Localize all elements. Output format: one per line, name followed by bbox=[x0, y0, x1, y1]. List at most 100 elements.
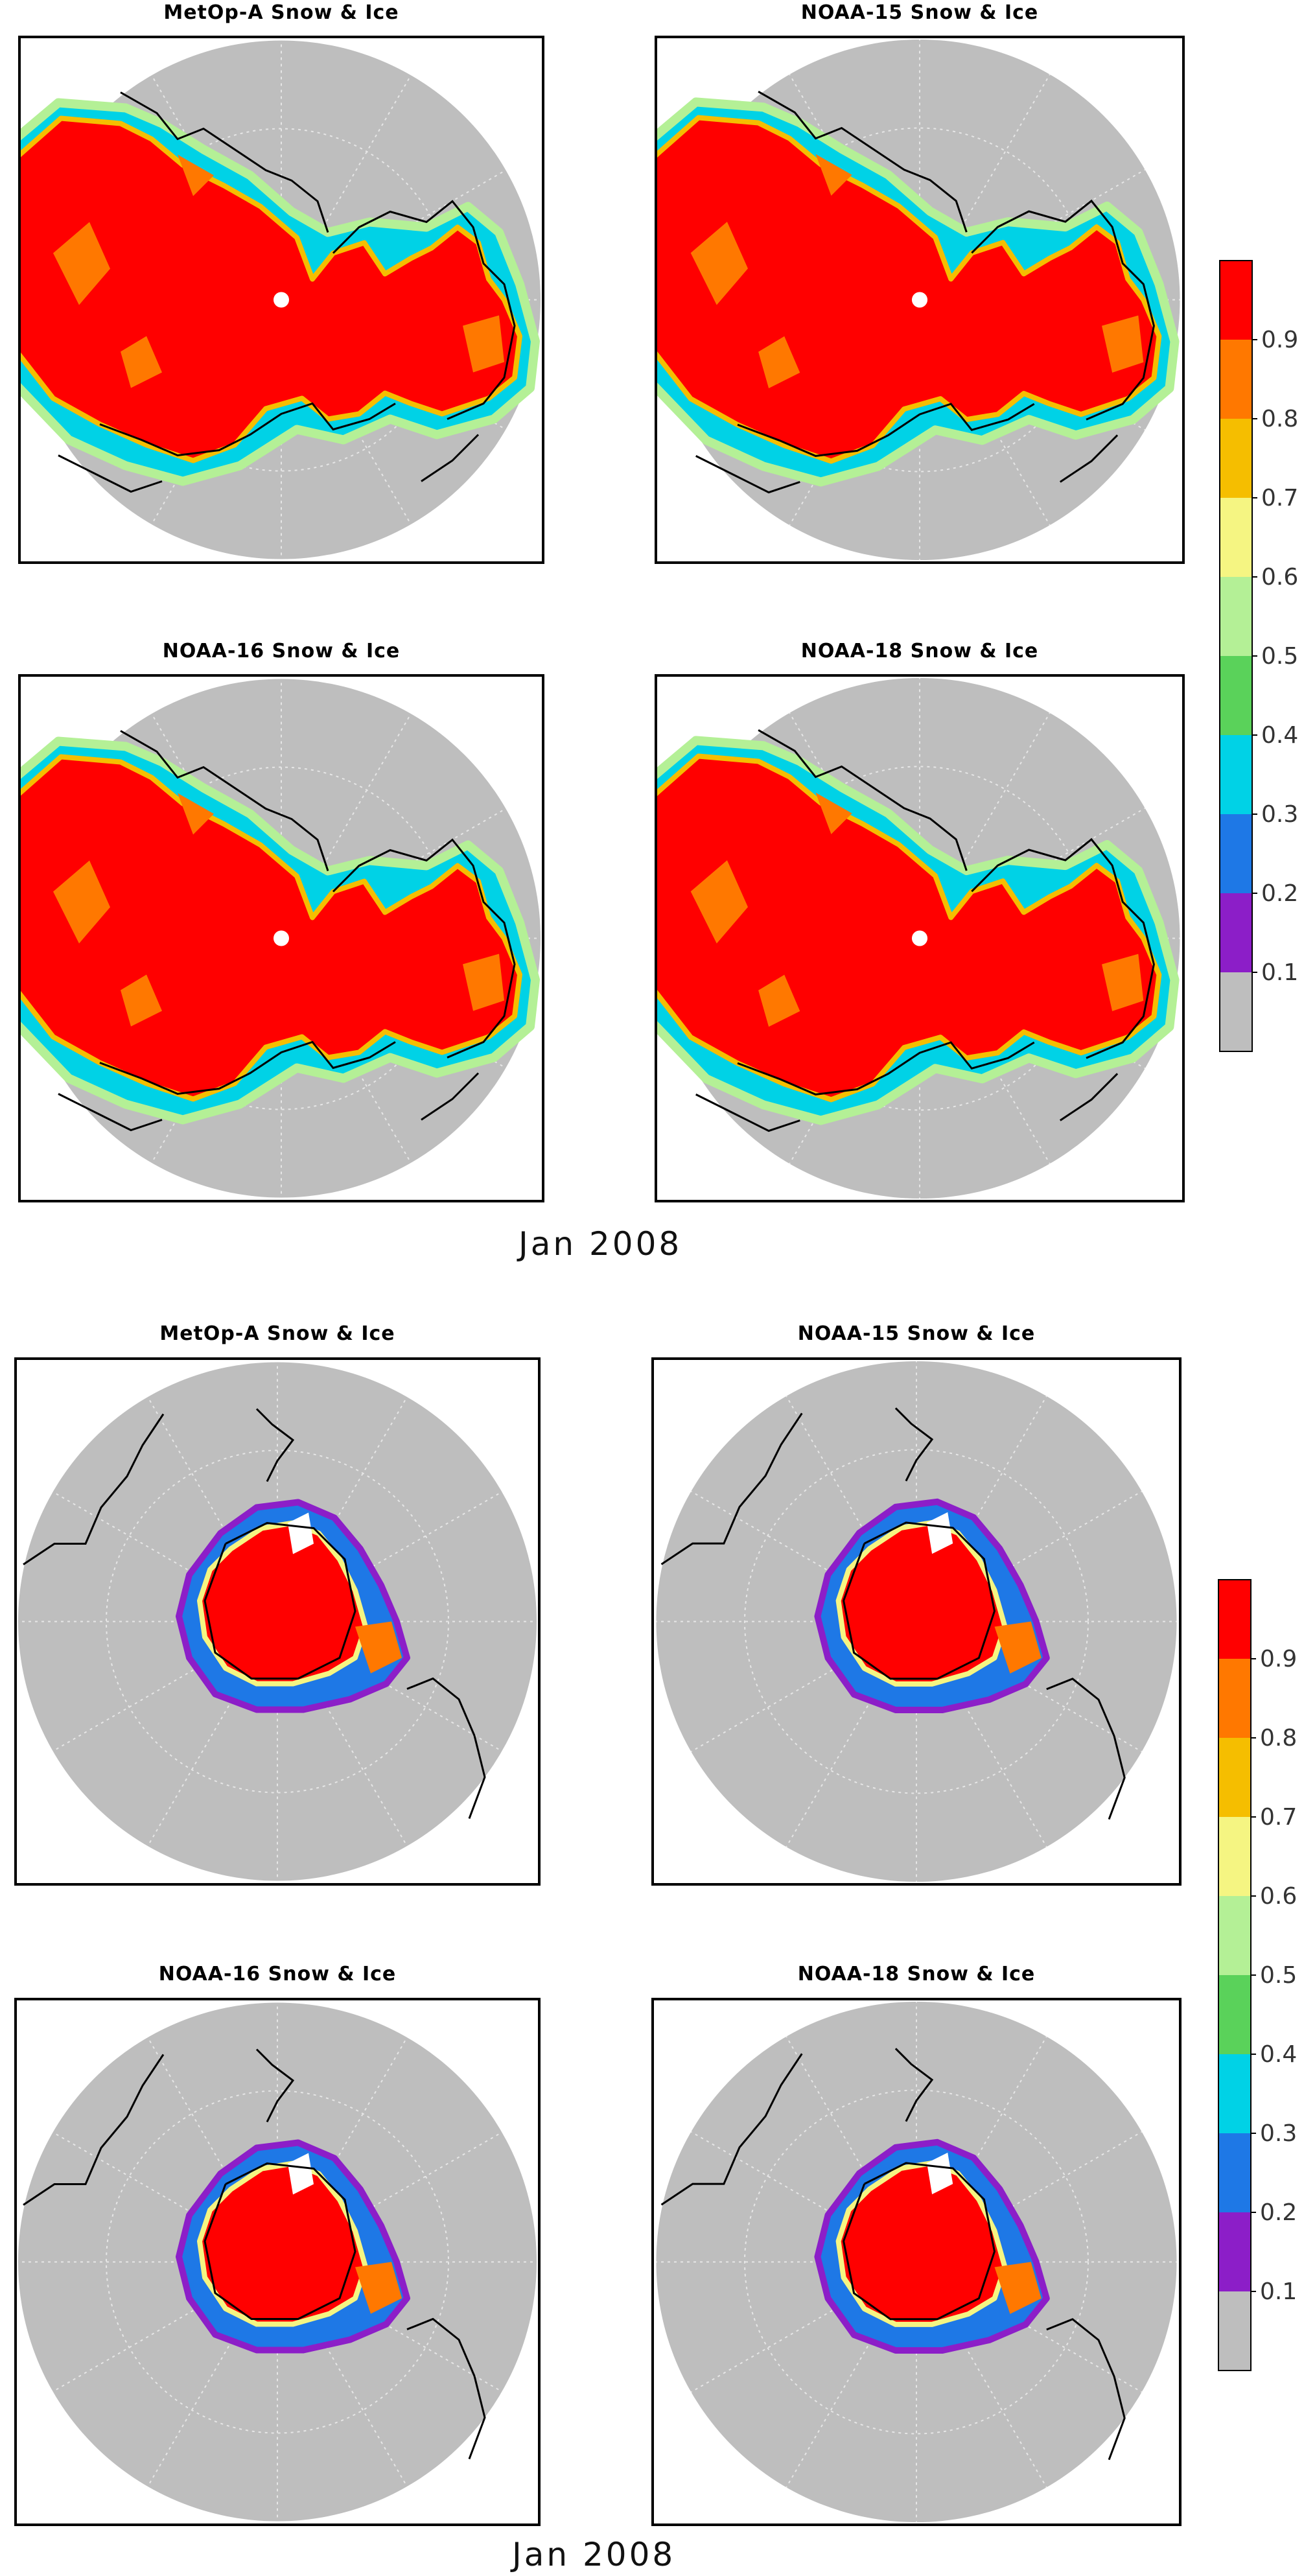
coastline bbox=[421, 434, 480, 482]
white-patch bbox=[927, 1512, 953, 1554]
coastline bbox=[204, 2162, 356, 2320]
snow-ice-patch bbox=[178, 793, 214, 835]
north-polar-map bbox=[657, 40, 1180, 560]
colorbar-segment bbox=[1218, 1580, 1251, 1659]
snow-ice-patch bbox=[1102, 954, 1144, 1011]
colorbar-tick-label: 0.3 bbox=[1261, 801, 1298, 828]
date-label: Jan 2008 bbox=[518, 1225, 682, 1263]
panel-title: NOAA-16 Snow & Ice bbox=[158, 1963, 397, 1985]
coastline bbox=[23, 1413, 165, 1565]
coastline bbox=[99, 402, 396, 457]
colorbar-segment bbox=[1220, 893, 1252, 972]
panel-title: NOAA-15 Snow & Ice bbox=[800, 1, 1039, 24]
coastline bbox=[660, 2053, 803, 2206]
map-panel-south-noaa-18 bbox=[651, 1998, 1182, 2526]
colorbar-tick-label: 0.3 bbox=[1260, 2120, 1297, 2147]
snow-ice-patch bbox=[355, 1621, 402, 1674]
south-polar-map bbox=[656, 1361, 1177, 1882]
snow-ice-patch bbox=[994, 1621, 1042, 1674]
snow-ice-patch bbox=[815, 792, 852, 834]
coastline bbox=[58, 454, 163, 493]
colorbar-segment bbox=[1220, 498, 1252, 577]
panel-title: NOAA-18 Snow & Ice bbox=[797, 1963, 1036, 1985]
coastline bbox=[758, 729, 968, 871]
coastline bbox=[1046, 2318, 1126, 2461]
colorbar-tick-label: 0.5 bbox=[1260, 1962, 1297, 1989]
coastline bbox=[660, 1412, 803, 1565]
colorbar-tick-label: 0.8 bbox=[1261, 406, 1298, 432]
colorbar-north: 0.9 0.8 0.7 0.6 0.5 0.4 0.3 0.2 0.1 bbox=[1219, 260, 1298, 1052]
coastline bbox=[120, 91, 329, 233]
date-label: Jan 2008 bbox=[512, 2536, 676, 2573]
panel-title: NOAA-15 Snow & Ice bbox=[797, 1322, 1036, 1345]
colorbar-tick-label: 0.9 bbox=[1260, 1646, 1297, 1672]
coastline bbox=[332, 838, 516, 1059]
coastline bbox=[1059, 434, 1119, 483]
colorbar-tick-label: 0.6 bbox=[1261, 564, 1298, 591]
pole-marker bbox=[274, 930, 289, 946]
snow-ice-patch bbox=[690, 222, 748, 305]
north-polar-map bbox=[21, 679, 541, 1198]
snow-ice-patch bbox=[121, 974, 162, 1027]
coastline bbox=[894, 1407, 934, 1482]
coastline bbox=[758, 90, 968, 233]
snow-ice-patch bbox=[178, 154, 214, 196]
snow-ice-patch bbox=[994, 2262, 1042, 2314]
colorbar-tick-label: 0.7 bbox=[1261, 485, 1298, 511]
colorbar-segment bbox=[1220, 261, 1252, 340]
snow-ice-patch bbox=[463, 954, 504, 1011]
colorbar-segment bbox=[1220, 814, 1252, 893]
coastline bbox=[1059, 1073, 1119, 1121]
colorbar-tick-label: 0.4 bbox=[1260, 2041, 1297, 2068]
colorbar-tick-label: 0.7 bbox=[1260, 1804, 1297, 1831]
coastline bbox=[58, 1093, 163, 1132]
colorbar-tick-label: 0.1 bbox=[1261, 959, 1298, 986]
panel-title: MetOp-A Snow & Ice bbox=[159, 1322, 395, 1345]
snow-ice-patch bbox=[121, 336, 162, 388]
map-panel-north-noaa-16 bbox=[18, 674, 544, 1202]
map-panel-north-noaa-18 bbox=[655, 674, 1185, 1202]
coastline bbox=[737, 403, 1035, 457]
colorbar-segment bbox=[1218, 1896, 1251, 1975]
coastline bbox=[843, 1521, 996, 1680]
snow-ice-patch bbox=[53, 222, 110, 305]
snow-ice-patch bbox=[1102, 315, 1144, 373]
panel-title: MetOp-A Snow & Ice bbox=[163, 1, 399, 24]
coastline bbox=[406, 1677, 486, 1820]
colorbar-segment bbox=[1218, 1817, 1251, 1896]
colorbar-south: 0.9 0.8 0.7 0.6 0.5 0.4 0.3 0.2 0.1 bbox=[1218, 1579, 1297, 2371]
colorbar-tick-label: 0.1 bbox=[1260, 2278, 1297, 2305]
colorbar-segment bbox=[1218, 2212, 1251, 2291]
colorbar-tick-label: 0.9 bbox=[1261, 327, 1298, 353]
colorbar-segment bbox=[1220, 972, 1252, 1051]
graticule bbox=[18, 1362, 537, 1881]
south-polar-map bbox=[18, 2002, 537, 2522]
panel-title: NOAA-18 Snow & Ice bbox=[800, 640, 1039, 662]
coastline bbox=[255, 1408, 295, 1482]
coastline bbox=[332, 200, 516, 420]
white-patch bbox=[288, 1512, 314, 1554]
north-polar-map bbox=[21, 40, 541, 559]
map-panel-north-metop-a bbox=[18, 36, 544, 564]
coastline bbox=[204, 1521, 356, 1680]
pole-marker bbox=[911, 930, 928, 946]
snow-ice-patch bbox=[463, 315, 504, 373]
colorbar-segment bbox=[1220, 419, 1252, 498]
map-panel-south-noaa-15 bbox=[651, 1357, 1182, 1886]
snow-ice-patch bbox=[758, 974, 800, 1027]
pole-marker bbox=[911, 292, 928, 308]
colorbar-segment bbox=[1220, 340, 1252, 419]
colorbar-tick-label: 0.2 bbox=[1261, 880, 1298, 907]
coastline bbox=[695, 455, 800, 494]
colorbar-segment bbox=[1218, 2133, 1251, 2212]
map-panel-north-noaa-15 bbox=[655, 36, 1185, 564]
coastline bbox=[843, 2162, 996, 2321]
south-polar-map bbox=[656, 2002, 1177, 2522]
snow-ice-patch bbox=[53, 860, 110, 944]
colorbar-segment bbox=[1220, 577, 1252, 656]
colorbar-tick-label: 0.6 bbox=[1260, 1883, 1297, 1910]
colorbar-segment bbox=[1218, 1659, 1251, 1738]
colorbar-segment bbox=[1220, 656, 1252, 735]
coastline bbox=[894, 2048, 934, 2122]
colorbar-tick-label: 0.4 bbox=[1261, 722, 1298, 749]
